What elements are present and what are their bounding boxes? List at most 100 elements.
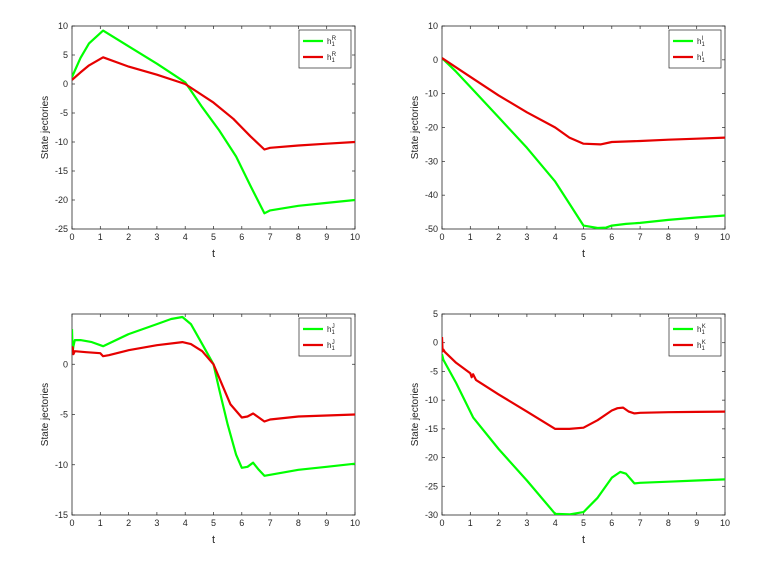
- y-tick-label: 10: [58, 21, 68, 31]
- y-tick-label: -15: [55, 166, 68, 176]
- x-tick-label: 0: [439, 518, 444, 528]
- legend-entry: h1K: [697, 340, 706, 352]
- y-tick-label: -20: [55, 195, 68, 205]
- y-tick-label: 10: [428, 21, 438, 31]
- x-tick-label: 1: [468, 232, 473, 242]
- y-tick-label: -5: [60, 410, 68, 420]
- x-tick-label: 6: [609, 518, 614, 528]
- x-tick-label: 2: [496, 232, 501, 242]
- x-tick-label: 1: [98, 518, 103, 528]
- x-tick-label: 8: [296, 518, 301, 528]
- x-tick-label: 3: [154, 518, 159, 528]
- x-axis-label: t: [582, 534, 585, 546]
- x-tick-label: 9: [694, 518, 699, 528]
- x-tick-label: 1: [468, 518, 473, 528]
- y-tick-label: -30: [425, 156, 438, 166]
- legend-box: [668, 317, 722, 357]
- legend-box: [298, 29, 352, 69]
- y-tick-label: -20: [425, 453, 438, 463]
- x-tick-label: 8: [296, 232, 301, 242]
- legend-box: [668, 29, 722, 69]
- x-tick-label: 3: [524, 518, 529, 528]
- subplot-2: 0 1 2 3 4 5 6 7 8 9 10 -50 -40 -30 -20 -10 0 10 t State jec…: [410, 21, 730, 260]
- x-tick-label: 7: [638, 232, 643, 242]
- subplot-1: 0 1 2 3 4 5 6 7 8 9 10 -25 -20 -15 -10 -5 0 5 10 t State jec…: [40, 21, 360, 260]
- y-tick-label: -10: [425, 89, 438, 99]
- y-tick-label: -25: [55, 224, 68, 234]
- y-tick-label: 0: [433, 55, 438, 65]
- x-tick-label: 4: [183, 232, 188, 242]
- y-tick-label: 0: [63, 359, 68, 369]
- x-tick-label: 2: [126, 518, 131, 528]
- x-tick-label: 5: [211, 518, 216, 528]
- y-tick-label: 5: [63, 50, 68, 60]
- x-axis-label: t: [212, 248, 215, 260]
- x-tick-label: 3: [524, 232, 529, 242]
- x-axis-label: t: [582, 248, 585, 260]
- x-tick-label: 10: [720, 232, 730, 242]
- x-tick-label: 9: [324, 232, 329, 242]
- series-line-green: [442, 353, 725, 515]
- legend-entry: h1R: [327, 52, 337, 64]
- x-tick-label: 0: [69, 232, 74, 242]
- legend-entry: h1J: [327, 340, 335, 352]
- y-tick-label: -10: [55, 137, 68, 147]
- x-tick-label: 6: [239, 518, 244, 528]
- y-axis-label: State jectories: [410, 383, 421, 446]
- x-tick-label: 4: [553, 232, 558, 242]
- y-tick-label: -15: [55, 510, 68, 520]
- legend-entry: h1I: [697, 52, 705, 64]
- x-tick-label: 6: [609, 232, 614, 242]
- legend-box: [298, 317, 352, 357]
- x-tick-label: 2: [126, 232, 131, 242]
- x-tick-label: 10: [350, 232, 360, 242]
- x-tick-label: 1: [98, 232, 103, 242]
- x-tick-label: 3: [154, 232, 159, 242]
- x-axis-label: t: [212, 534, 215, 546]
- x-tick-label: 7: [638, 518, 643, 528]
- x-tick-label: 0: [69, 518, 74, 528]
- series-line-green: [442, 57, 725, 229]
- x-tick-label: 10: [350, 518, 360, 528]
- subplot-3: 0 1 2 3 4 5 6 7 8 9 10 -15 -10 -5 0 t State jectories h1J…: [40, 313, 360, 546]
- x-tick-label: 6: [239, 232, 244, 242]
- x-tick-label: 5: [581, 518, 586, 528]
- series-line-red: [442, 57, 725, 146]
- series-line-red: [72, 341, 355, 423]
- series-line-red: [72, 56, 355, 151]
- y-tick-label: -25: [425, 481, 438, 491]
- y-tick-label: -10: [55, 460, 68, 470]
- x-tick-label: 9: [324, 518, 329, 528]
- y-axis-label: State jectories: [40, 383, 51, 446]
- x-tick-label: 0: [439, 232, 444, 242]
- x-tick-label: 9: [694, 232, 699, 242]
- x-tick-label: 2: [496, 518, 501, 528]
- x-tick-label: 8: [666, 232, 671, 242]
- x-tick-label: 7: [268, 232, 273, 242]
- series-line-green: [72, 315, 355, 477]
- y-tick-label: 5: [433, 309, 438, 319]
- x-tick-label: 4: [553, 518, 558, 528]
- x-tick-label: 5: [211, 232, 216, 242]
- series-line-green: [72, 29, 355, 215]
- y-tick-label: 0: [433, 338, 438, 348]
- y-tick-label: -10: [425, 395, 438, 405]
- y-tick-label: -40: [425, 190, 438, 200]
- legend-entry: h1K: [697, 324, 706, 336]
- y-tick-label: -50: [425, 224, 438, 234]
- y-tick-label: -20: [425, 123, 438, 133]
- x-tick-label: 5: [581, 232, 586, 242]
- y-tick-label: -30: [425, 510, 438, 520]
- y-tick-label: -5: [430, 366, 438, 376]
- y-tick-label: -5: [60, 108, 68, 118]
- subplot-4: 0 1 2 3 4 5 6 7 8 9 10 -30 -25 -20 -15 -10 -5 0 5 t State je…: [410, 309, 730, 546]
- legend-entry: h1J: [327, 324, 335, 336]
- series-line-red: [442, 336, 725, 430]
- y-tick-label: 0: [63, 79, 68, 89]
- y-axis-label: State jectories: [40, 96, 51, 159]
- x-tick-label: 4: [183, 518, 188, 528]
